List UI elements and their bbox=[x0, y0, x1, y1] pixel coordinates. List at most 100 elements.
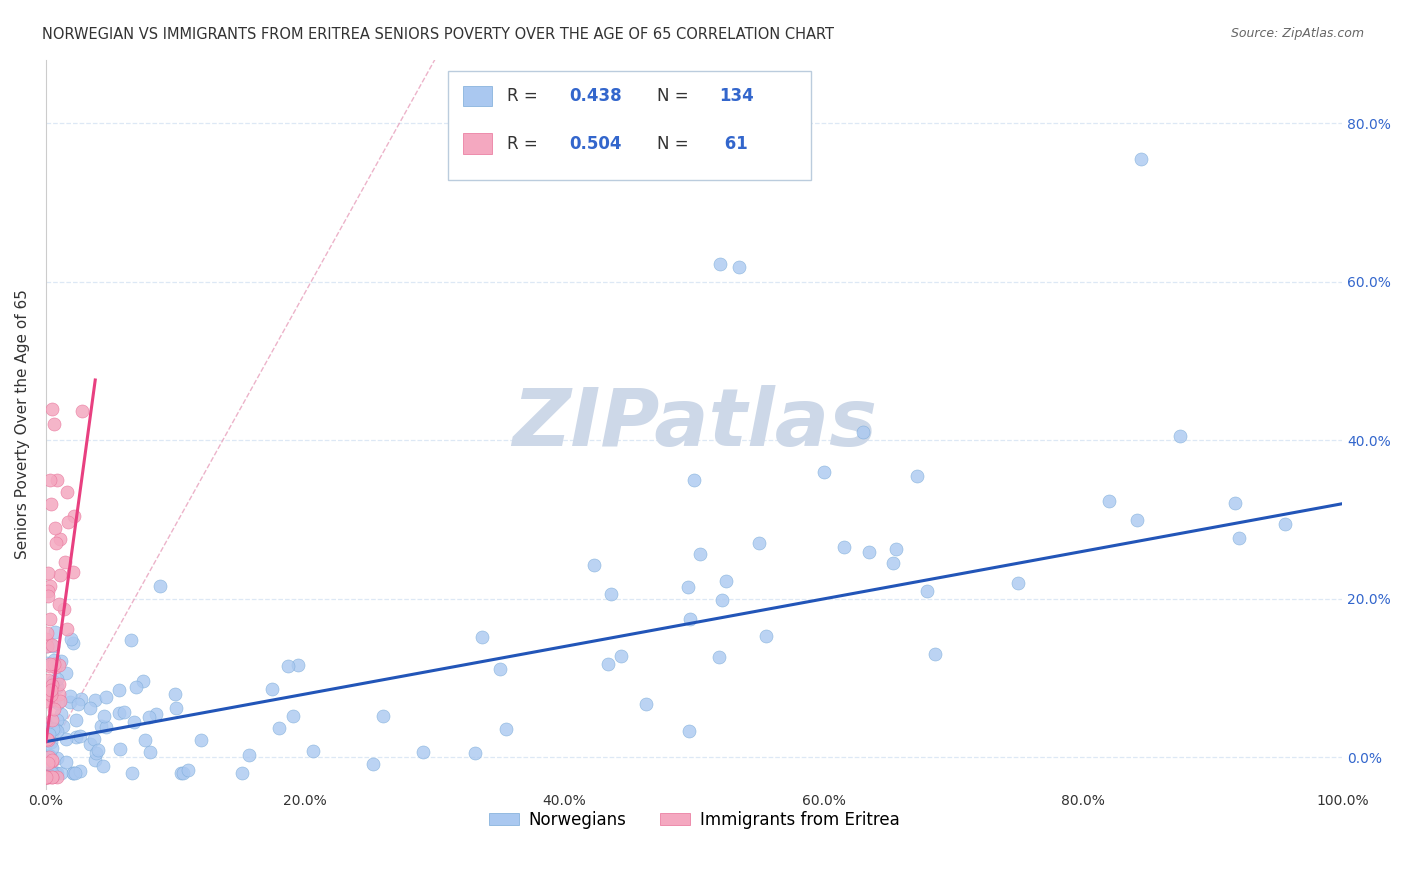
Point bbox=[37, 639, 59, 653]
Text: N =: N = bbox=[657, 135, 693, 153]
Point bbox=[260, 681, 283, 696]
Point bbox=[132, 674, 155, 689]
Point bbox=[302, 743, 325, 757]
Point bbox=[38, 766, 60, 780]
Point bbox=[108, 742, 131, 756]
Text: ZIPatlas: ZIPatlas bbox=[512, 385, 876, 464]
Point bbox=[134, 732, 156, 747]
Point bbox=[42, 657, 65, 672]
Point bbox=[37, 756, 59, 771]
Point bbox=[38, 659, 60, 673]
Text: NORWEGIAN VS IMMIGRANTS FROM ERITREA SENIORS POVERTY OVER THE AGE OF 65 CORRELAT: NORWEGIAN VS IMMIGRANTS FROM ERITREA SEN… bbox=[42, 27, 834, 42]
Point bbox=[48, 687, 70, 701]
Point bbox=[37, 673, 59, 688]
Point bbox=[39, 683, 62, 698]
Point bbox=[55, 484, 77, 499]
Text: R =: R = bbox=[508, 135, 544, 153]
Point bbox=[689, 547, 711, 561]
Point bbox=[267, 721, 290, 735]
Point bbox=[373, 708, 395, 723]
Text: 0.438: 0.438 bbox=[569, 87, 623, 105]
Point bbox=[582, 558, 605, 572]
Point bbox=[35, 632, 58, 646]
Point bbox=[62, 565, 84, 579]
Point bbox=[49, 532, 72, 546]
Point bbox=[679, 612, 702, 626]
Point bbox=[35, 770, 58, 784]
Bar bbox=[464, 133, 492, 153]
Point bbox=[44, 653, 66, 667]
Point bbox=[35, 770, 58, 784]
Point bbox=[884, 542, 907, 557]
Point bbox=[96, 690, 118, 704]
Point bbox=[63, 766, 86, 780]
Point bbox=[165, 701, 187, 715]
Point bbox=[63, 508, 86, 523]
Point bbox=[46, 724, 69, 739]
Point bbox=[38, 473, 60, 487]
Point bbox=[67, 697, 90, 711]
Point bbox=[45, 680, 67, 694]
Point bbox=[62, 766, 84, 780]
Point bbox=[121, 766, 143, 780]
Point bbox=[51, 706, 73, 721]
Point bbox=[46, 750, 69, 764]
Point bbox=[37, 590, 59, 604]
Point bbox=[41, 766, 63, 780]
Point bbox=[714, 574, 737, 588]
Point bbox=[37, 566, 59, 581]
Point bbox=[45, 536, 67, 550]
Point bbox=[46, 713, 69, 727]
Point bbox=[84, 693, 107, 707]
Point bbox=[38, 579, 60, 593]
Point bbox=[39, 497, 62, 511]
Point bbox=[112, 705, 135, 719]
Point bbox=[882, 556, 904, 570]
Point bbox=[924, 647, 946, 661]
Point bbox=[39, 693, 62, 707]
Point bbox=[44, 722, 66, 736]
Point bbox=[52, 602, 75, 616]
Point bbox=[120, 633, 142, 648]
Point bbox=[676, 580, 699, 594]
Point bbox=[79, 737, 101, 751]
Point bbox=[1274, 516, 1296, 531]
Point bbox=[48, 568, 70, 582]
Point bbox=[45, 766, 67, 780]
Point bbox=[41, 766, 63, 780]
Point bbox=[83, 753, 105, 767]
Point bbox=[1126, 513, 1149, 527]
Point bbox=[35, 770, 58, 784]
Point bbox=[41, 638, 63, 652]
Point bbox=[634, 697, 657, 711]
Point bbox=[48, 676, 70, 690]
Point bbox=[70, 692, 93, 706]
Point bbox=[48, 658, 70, 673]
Point bbox=[35, 770, 58, 784]
Point bbox=[51, 766, 73, 780]
Point bbox=[44, 520, 66, 534]
Point bbox=[172, 766, 194, 780]
Point bbox=[37, 720, 59, 734]
Point bbox=[678, 723, 700, 738]
Point bbox=[165, 687, 187, 701]
Point bbox=[41, 401, 63, 416]
Point bbox=[35, 693, 58, 707]
Point bbox=[709, 257, 731, 271]
Point bbox=[59, 695, 82, 709]
Text: Source: ZipAtlas.com: Source: ZipAtlas.com bbox=[1230, 27, 1364, 40]
Point bbox=[707, 650, 730, 665]
Point bbox=[59, 689, 82, 703]
Point bbox=[471, 630, 494, 644]
Point bbox=[39, 612, 62, 626]
Point bbox=[277, 659, 299, 673]
Point bbox=[94, 720, 117, 734]
Point bbox=[48, 694, 70, 708]
Point bbox=[49, 654, 72, 668]
Point bbox=[83, 731, 105, 746]
Point bbox=[41, 770, 63, 784]
Point bbox=[55, 732, 77, 747]
Point bbox=[813, 465, 835, 479]
Point bbox=[41, 753, 63, 767]
Point bbox=[52, 719, 75, 733]
